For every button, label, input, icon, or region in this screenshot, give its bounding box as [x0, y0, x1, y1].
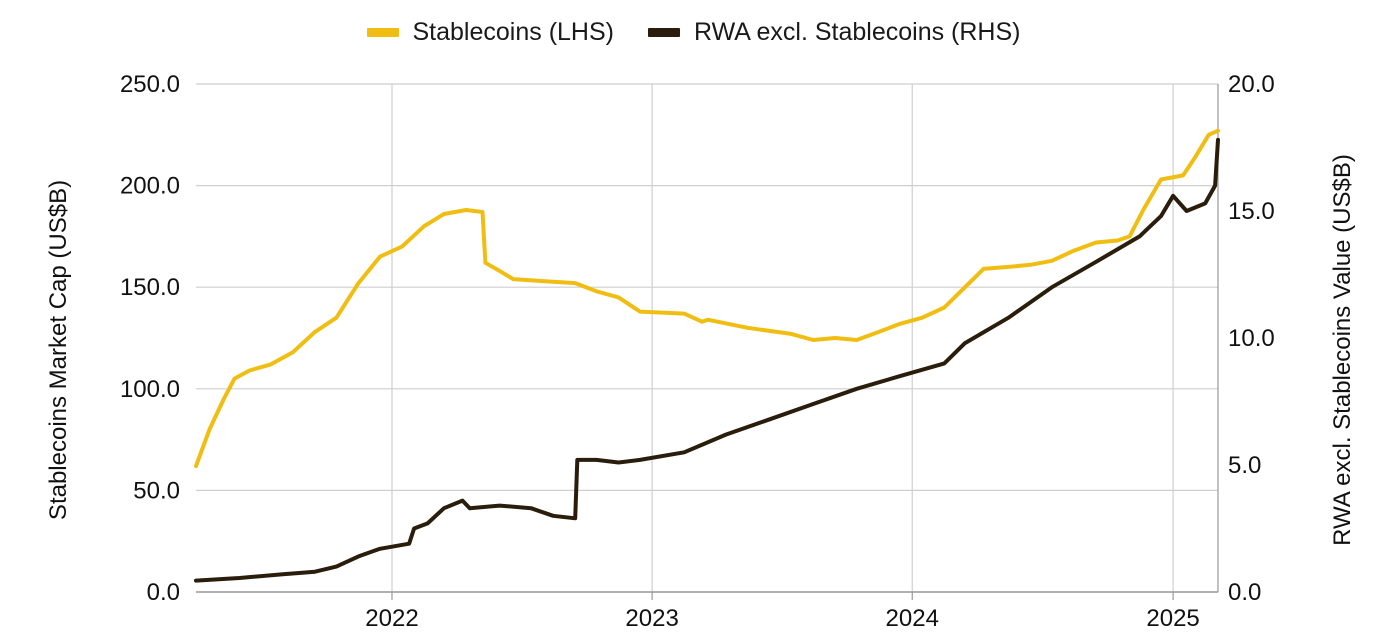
y-right-tick-label: 0.0: [1228, 579, 1261, 606]
legend-label-rwa: RWA excl. Stablecoins (RHS): [693, 18, 1021, 46]
stablecoins-series-line: [194, 128, 1220, 468]
x-tick-label: 2023: [625, 605, 678, 632]
x-tick-label: 2024: [886, 605, 939, 632]
legend-item-rwa: RWA excl. Stablecoins (RHS): [647, 18, 1021, 47]
y-right-tick-label: 10.0: [1228, 325, 1275, 352]
y-left-tick-label: 100.0: [120, 376, 180, 403]
y-left-tick-label: 250.0: [120, 71, 180, 98]
y-left-tick-label: 0.0: [147, 579, 180, 606]
y-left-tick-label: 150.0: [120, 274, 180, 301]
y-right-tick-label: 15.0: [1228, 198, 1275, 225]
y-right-tick-label: 20.0: [1228, 71, 1275, 98]
legend-label-stablecoins: Stablecoins (LHS): [412, 18, 614, 46]
legend-item-stablecoins: Stablecoins (LHS): [366, 18, 614, 47]
rwa-series-line: [194, 137, 1220, 583]
legend-swatch-rwa: [647, 28, 680, 37]
legend: Stablecoins (LHS) RWA excl. Stablecoins …: [0, 18, 1387, 47]
x-tick-label: 2022: [365, 605, 418, 632]
y-left-tick-label: 200.0: [120, 173, 180, 200]
y-right-tick-label: 5.0: [1228, 452, 1261, 479]
y-left-tick-label: 50.0: [133, 477, 180, 504]
legend-swatch-stablecoins: [366, 28, 399, 37]
y-right-axis-title: RWA excl. Stablecoins Value (US$B): [1329, 154, 1356, 546]
x-tick-label: 2025: [1146, 605, 1199, 632]
y-left-axis-title: Stablecoins Market Cap (US$B): [45, 180, 72, 520]
